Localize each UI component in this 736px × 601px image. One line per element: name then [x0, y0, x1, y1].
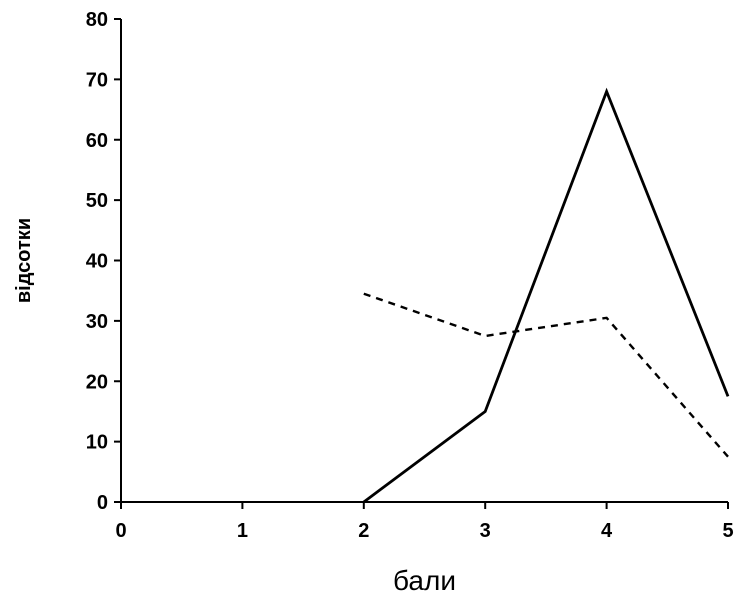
x-tick-label: 3 [480, 520, 491, 542]
x-tick-label: 2 [358, 520, 369, 542]
y-axis-title: відсотки [13, 218, 35, 303]
y-tick-label: 50 [86, 190, 108, 212]
x-tick-label: 1 [237, 520, 248, 542]
y-tick-label: 80 [86, 9, 108, 31]
x-tick-label: 0 [115, 520, 126, 542]
x-axis-title: бали [393, 565, 456, 596]
x-tick-label: 4 [601, 520, 613, 542]
y-tick-label: 20 [86, 371, 108, 393]
y-tick-label: 30 [86, 311, 108, 333]
y-tick-label: 70 [86, 69, 108, 91]
y-tick-label: 0 [97, 492, 108, 514]
axes [120, 19, 728, 503]
x-ticks: 0 1 2 3 4 5 [115, 502, 734, 542]
y-ticks: 0 10 20 30 40 50 60 70 80 [86, 9, 121, 514]
series-line-dashed [363, 292, 729, 458]
y-tick-label: 60 [86, 130, 108, 152]
y-tick-label: 40 [86, 251, 108, 273]
x-tick-label: 5 [722, 520, 733, 542]
y-tick-label: 10 [86, 432, 108, 454]
series-line-solid [362, 87, 730, 504]
series-lines [362, 87, 730, 504]
